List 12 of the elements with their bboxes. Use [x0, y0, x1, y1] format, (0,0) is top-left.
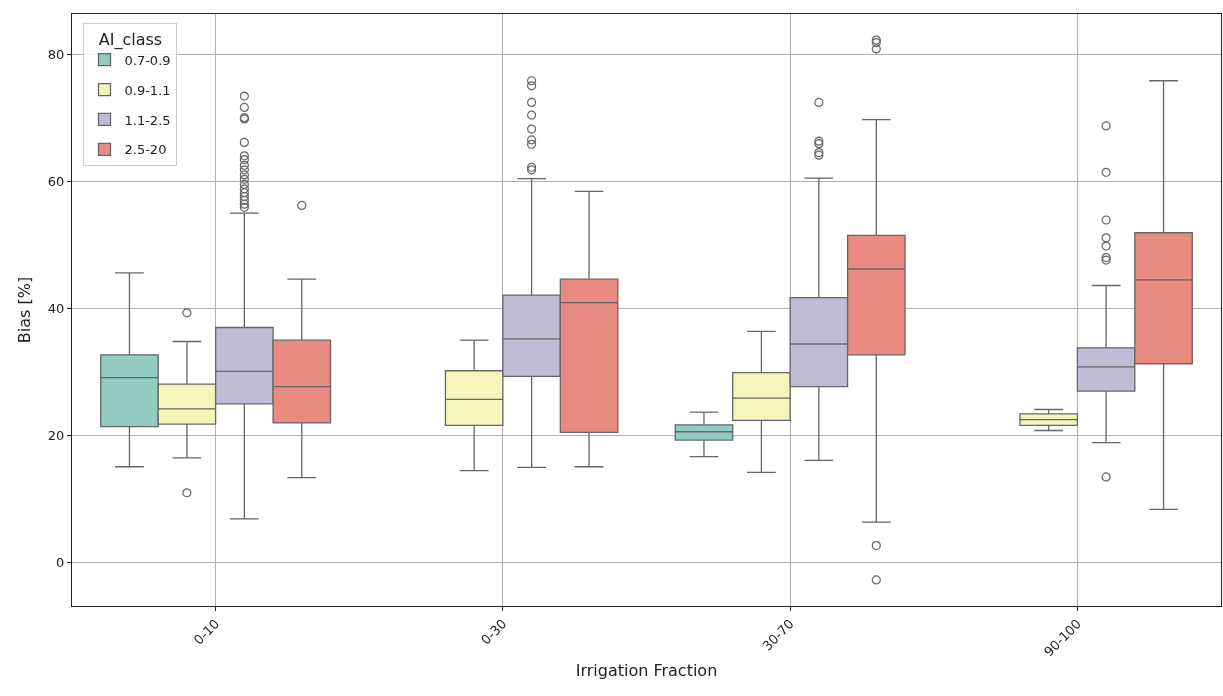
y-tick-label: 60	[47, 173, 65, 189]
y-tick-label: 80	[47, 46, 65, 62]
y-axis-title: Bias [%]	[15, 276, 34, 344]
y-tick-label: 0	[56, 555, 65, 571]
y-tick-label: 20	[47, 428, 65, 444]
legend-title: AI_class	[98, 29, 163, 50]
legend-label: 0.7-0.9	[124, 52, 171, 68]
y-tick-label: 40	[47, 300, 65, 316]
legend-label: 2.5-20	[124, 142, 167, 158]
legend-label: 0.9-1.1	[124, 82, 171, 98]
x-axis-title: Irrigation Fraction	[575, 661, 718, 681]
legend-label: 1.1-2.5	[124, 112, 171, 128]
